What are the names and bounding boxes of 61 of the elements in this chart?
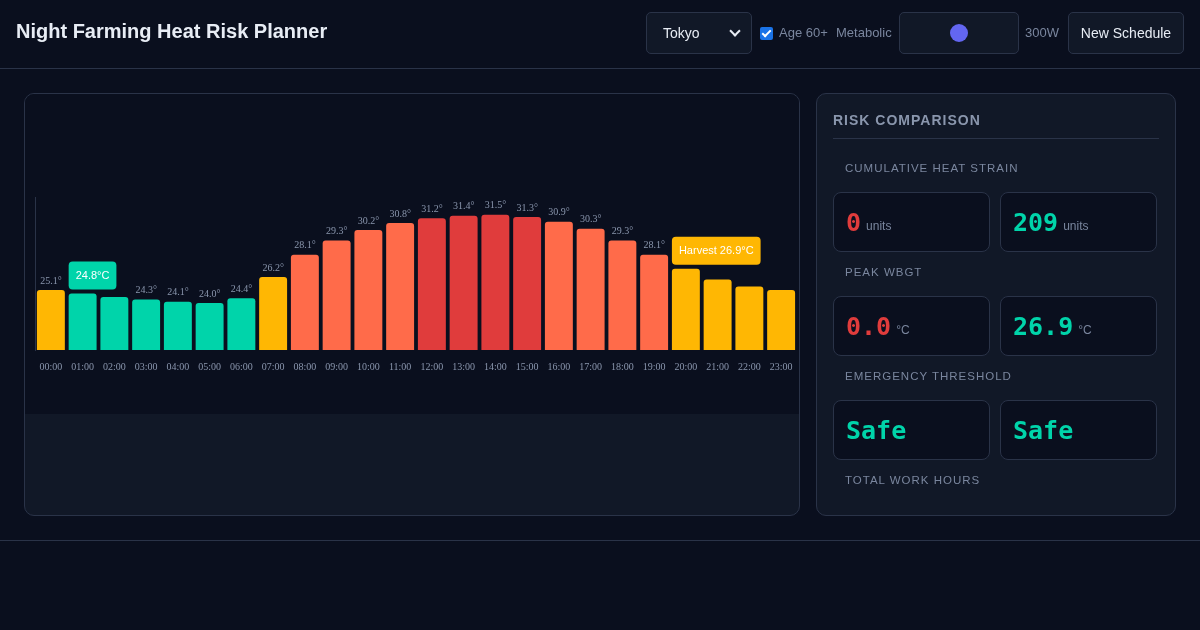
data-label: 28.1° bbox=[294, 239, 316, 251]
x-tick-label: 05:00 bbox=[198, 360, 222, 372]
x-tick-label: 03:00 bbox=[134, 360, 158, 372]
text: TOTAL WORK HOURS bbox=[845, 474, 981, 486]
data-label: 31.2° bbox=[421, 202, 443, 214]
x-tick-label: 21:00 bbox=[706, 360, 730, 372]
x-tick-label: 09:00 bbox=[325, 360, 349, 372]
x-tick-label: 00:00 bbox=[39, 360, 63, 372]
data-label: 28.1° bbox=[643, 239, 665, 251]
x-tick-label: 12:00 bbox=[420, 360, 444, 372]
data-label: 29.3° bbox=[325, 225, 348, 237]
data-label: 30.2° bbox=[357, 214, 380, 226]
x-tick-label: 08:00 bbox=[293, 360, 317, 372]
x-tick-label: 16:00 bbox=[547, 360, 571, 372]
text: Tokyo bbox=[663, 25, 700, 41]
x-tick-label: 11:00 bbox=[388, 360, 412, 372]
x-tick-label: 19:00 bbox=[642, 360, 666, 372]
text: 300W bbox=[1025, 25, 1059, 40]
annotation: 24.8°C bbox=[75, 268, 110, 281]
text: 0.0 °C bbox=[846, 311, 910, 341]
annotation: Harvest 26.9°C bbox=[678, 243, 754, 256]
x-tick-label: 13:00 bbox=[452, 360, 476, 372]
x-tick-label: 17:00 bbox=[579, 360, 603, 372]
text: Safe bbox=[1013, 415, 1074, 445]
data-label: 31.3° bbox=[516, 201, 538, 213]
x-tick-label: 04:00 bbox=[166, 360, 190, 372]
data-label: 30.9° bbox=[548, 206, 570, 218]
data-label: 24.4° bbox=[230, 282, 253, 294]
data-label: 26.2° bbox=[262, 261, 284, 273]
text: Metabolic bbox=[836, 25, 892, 40]
data-label: 31.4° bbox=[452, 200, 475, 212]
text: 209 units bbox=[1013, 207, 1089, 237]
x-tick-label: 01:00 bbox=[71, 360, 95, 372]
data-label: 30.8° bbox=[389, 207, 411, 219]
data-label: 29.3° bbox=[611, 225, 634, 237]
text: PEAK WBGT bbox=[845, 266, 923, 278]
data-label: 31.5° bbox=[484, 199, 507, 211]
x-tick-label: 02:00 bbox=[102, 360, 126, 372]
x-tick-label: 22:00 bbox=[737, 360, 761, 372]
data-label: 30.3° bbox=[579, 213, 602, 225]
text: 0 units bbox=[846, 207, 892, 237]
x-tick-label: 06:00 bbox=[229, 360, 253, 372]
text: New Schedule bbox=[1068, 12, 1184, 54]
x-tick-label: 18:00 bbox=[610, 360, 634, 372]
data-label: 24.0° bbox=[198, 287, 221, 299]
x-tick-label: 20:00 bbox=[674, 360, 698, 372]
data-label: 24.3° bbox=[135, 284, 157, 296]
x-tick-label: 07:00 bbox=[261, 360, 285, 372]
x-tick-label: 14:00 bbox=[483, 360, 507, 372]
chart-title: Night Farming Heat Risk Planner bbox=[16, 20, 328, 43]
text: Safe bbox=[846, 415, 907, 445]
text: Age 60+ bbox=[779, 25, 828, 40]
text: 26.9 °C bbox=[1013, 311, 1092, 341]
x-tick-label: 23:00 bbox=[769, 360, 793, 372]
text: CUMULATIVE HEAT STRAIN bbox=[845, 162, 1019, 174]
x-tick-label: 15:00 bbox=[515, 360, 539, 372]
data-label: 25.1° bbox=[40, 274, 62, 286]
x-tick-label: 10:00 bbox=[356, 360, 380, 372]
text: EMERGENCY THRESHOLD bbox=[845, 370, 1012, 382]
text: RISK COMPARISON bbox=[833, 112, 1159, 139]
data-label: 24.1° bbox=[167, 286, 189, 298]
